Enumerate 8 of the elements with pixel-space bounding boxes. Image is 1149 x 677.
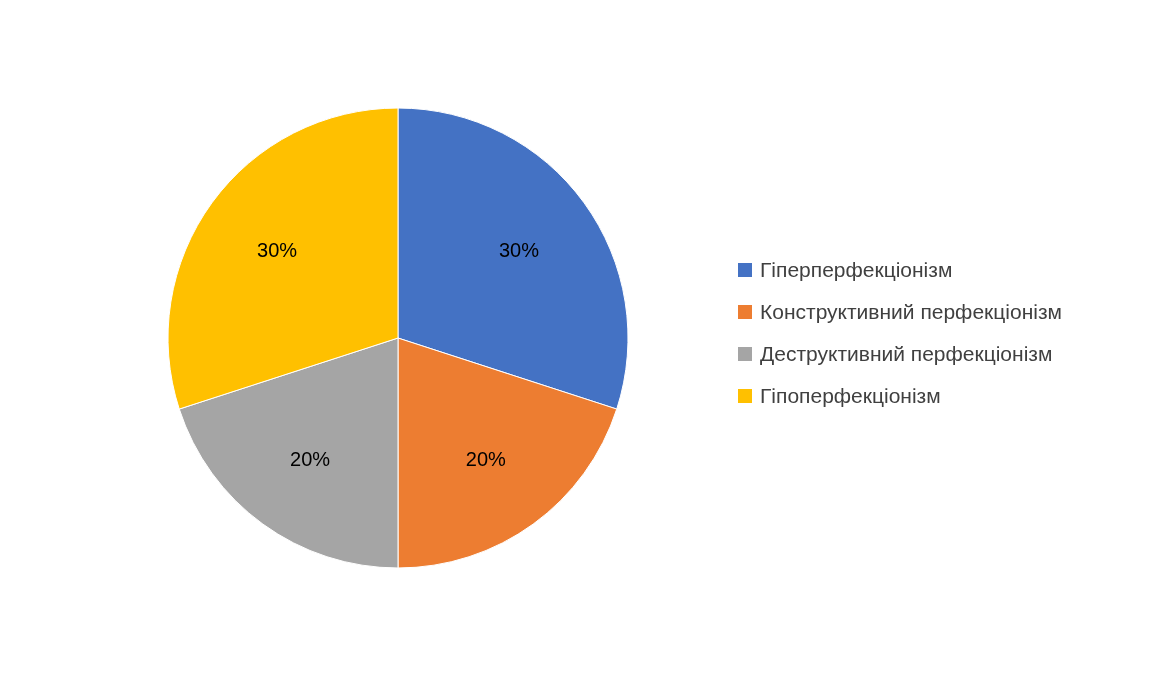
legend-label: Деструктивний перфекціонізм xyxy=(760,341,1053,367)
data-label: 20% xyxy=(290,447,331,470)
data-label: 30% xyxy=(257,239,298,262)
legend-label: Конструктивний перфекціонізм xyxy=(760,299,1062,325)
legend-label: Гіперперфекціонізм xyxy=(760,257,953,283)
data-label: 20% xyxy=(465,447,507,470)
legend-label: Гіпоперфекціонізм xyxy=(760,383,941,409)
data-label: 30% xyxy=(498,239,540,262)
